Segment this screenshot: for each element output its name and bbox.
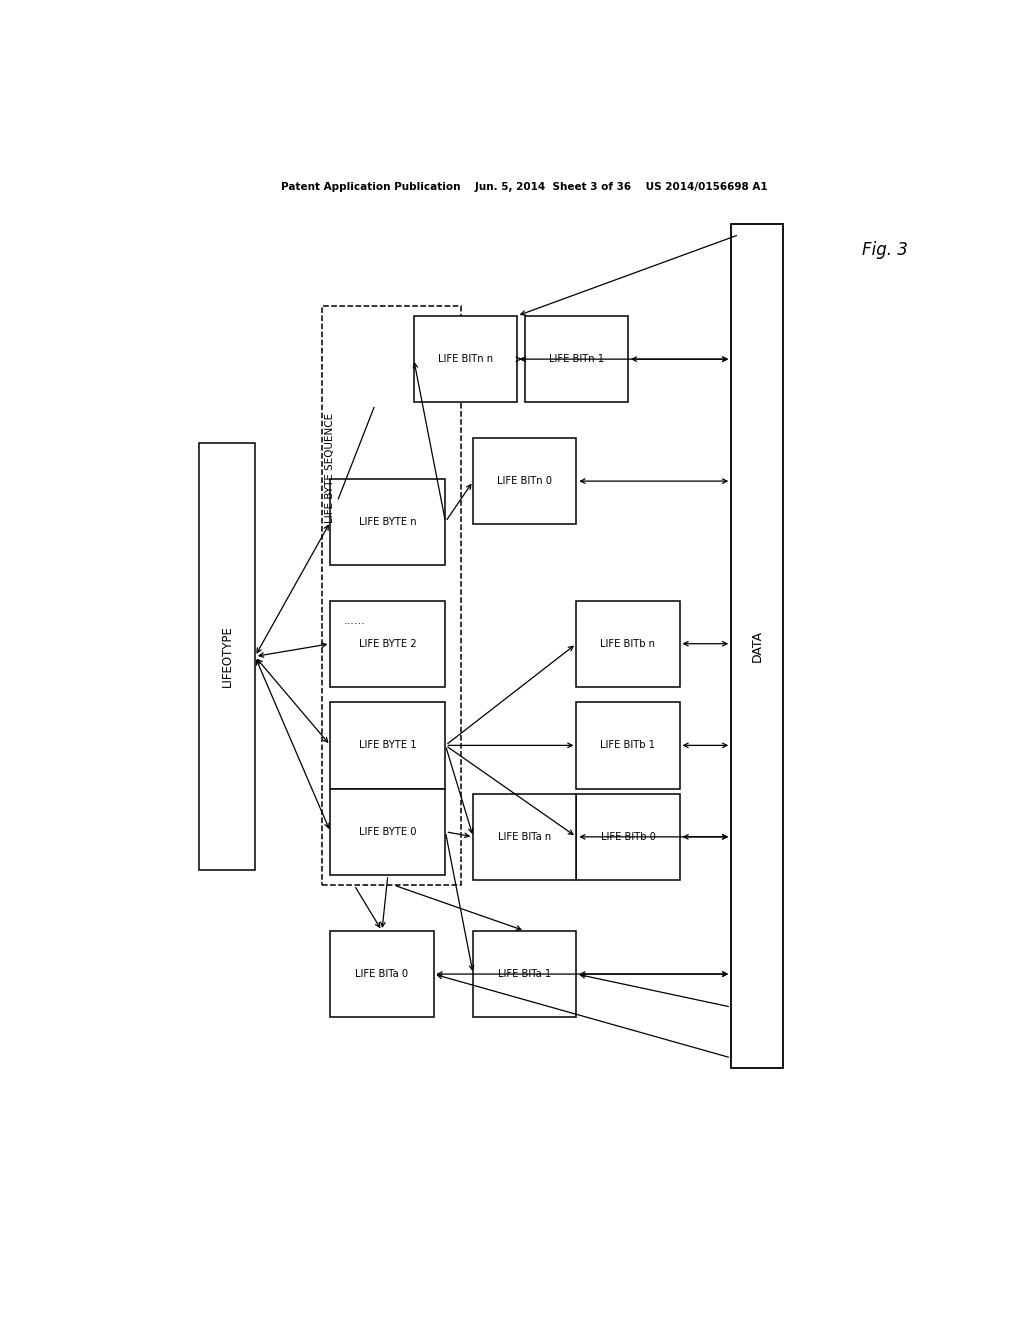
Bar xyxy=(331,788,445,875)
Text: LIFEOTYPE: LIFEOTYPE xyxy=(221,626,233,688)
Bar xyxy=(331,702,445,788)
Text: LIFE BITa 0: LIFE BITa 0 xyxy=(355,969,409,979)
Bar xyxy=(731,224,782,1068)
Bar xyxy=(524,315,628,403)
Text: LIFE BYTE 1: LIFE BYTE 1 xyxy=(359,741,417,750)
Bar xyxy=(473,793,577,880)
Bar xyxy=(414,315,517,403)
Text: LIFE BITb 1: LIFE BITb 1 xyxy=(600,741,655,750)
Text: Patent Application Publication    Jun. 5, 2014  Sheet 3 of 36    US 2014/0156698: Patent Application Publication Jun. 5, 2… xyxy=(282,182,768,191)
Text: LIFE BYTE 0: LIFE BYTE 0 xyxy=(359,826,417,837)
Text: LIFE BITa 1: LIFE BITa 1 xyxy=(498,969,552,979)
Bar xyxy=(323,306,461,886)
Bar xyxy=(331,601,445,686)
Text: LIFE BYTE 2: LIFE BYTE 2 xyxy=(359,639,417,648)
Bar xyxy=(577,601,680,686)
Text: Fig. 3: Fig. 3 xyxy=(862,240,908,259)
Text: LIFE BYTE SEQUENCE: LIFE BYTE SEQUENCE xyxy=(326,413,336,524)
Bar xyxy=(473,931,577,1018)
Text: LIFE BITn 0: LIFE BITn 0 xyxy=(498,477,552,486)
Bar xyxy=(331,479,445,565)
Bar xyxy=(577,793,680,880)
Text: LIFE BITn n: LIFE BITn n xyxy=(437,354,493,364)
Bar xyxy=(331,931,433,1018)
Text: LIFE BITb n: LIFE BITb n xyxy=(600,639,655,648)
Text: DATA: DATA xyxy=(751,630,764,663)
Bar xyxy=(473,438,577,524)
Text: LIFE BITa n: LIFE BITa n xyxy=(498,832,552,842)
Bar xyxy=(200,444,255,870)
Text: LIFE BITb 0: LIFE BITb 0 xyxy=(600,832,655,842)
Bar xyxy=(577,702,680,788)
Text: ......: ...... xyxy=(343,616,365,626)
Text: LIFE BYTE n: LIFE BYTE n xyxy=(359,516,417,527)
Text: LIFE BITn 1: LIFE BITn 1 xyxy=(549,354,604,364)
